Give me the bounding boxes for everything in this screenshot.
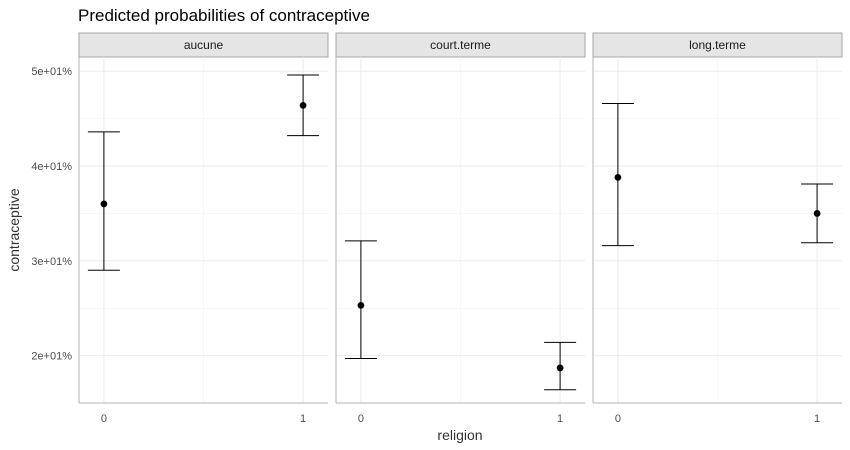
x-axis-title: religion	[437, 427, 482, 443]
x-tick-label: 0	[615, 413, 621, 425]
y-tick-label: 5e+01%	[31, 66, 72, 78]
facet-strip-court.terme	[335, 32, 586, 58]
y-tick-label: 4e+01%	[31, 161, 72, 173]
facet-label-long.terme: long.terme	[689, 38, 746, 52]
x-tick-label: 1	[814, 413, 820, 425]
data-point	[357, 301, 365, 309]
facet-label-court.terme: court.terme	[430, 38, 491, 52]
x-tick-label: 1	[300, 413, 306, 425]
y-tick-label: 2e+01%	[31, 351, 72, 363]
data-point	[299, 101, 307, 109]
facet-label-aucune: aucune	[184, 38, 224, 52]
y-axis-title: contraceptive	[6, 188, 22, 271]
x-tick-label: 0	[101, 413, 107, 425]
data-point	[100, 200, 108, 208]
data-point	[556, 364, 564, 372]
data-point	[813, 210, 821, 217]
x-tick-label: 1	[557, 413, 563, 425]
chart-title: Predicted probabilities of contraceptive	[78, 6, 370, 25]
y-tick-label: 3e+01%	[31, 256, 72, 268]
facet-strip-aucune	[78, 32, 329, 58]
x-tick-label: 0	[358, 413, 364, 425]
data-point	[614, 173, 622, 181]
